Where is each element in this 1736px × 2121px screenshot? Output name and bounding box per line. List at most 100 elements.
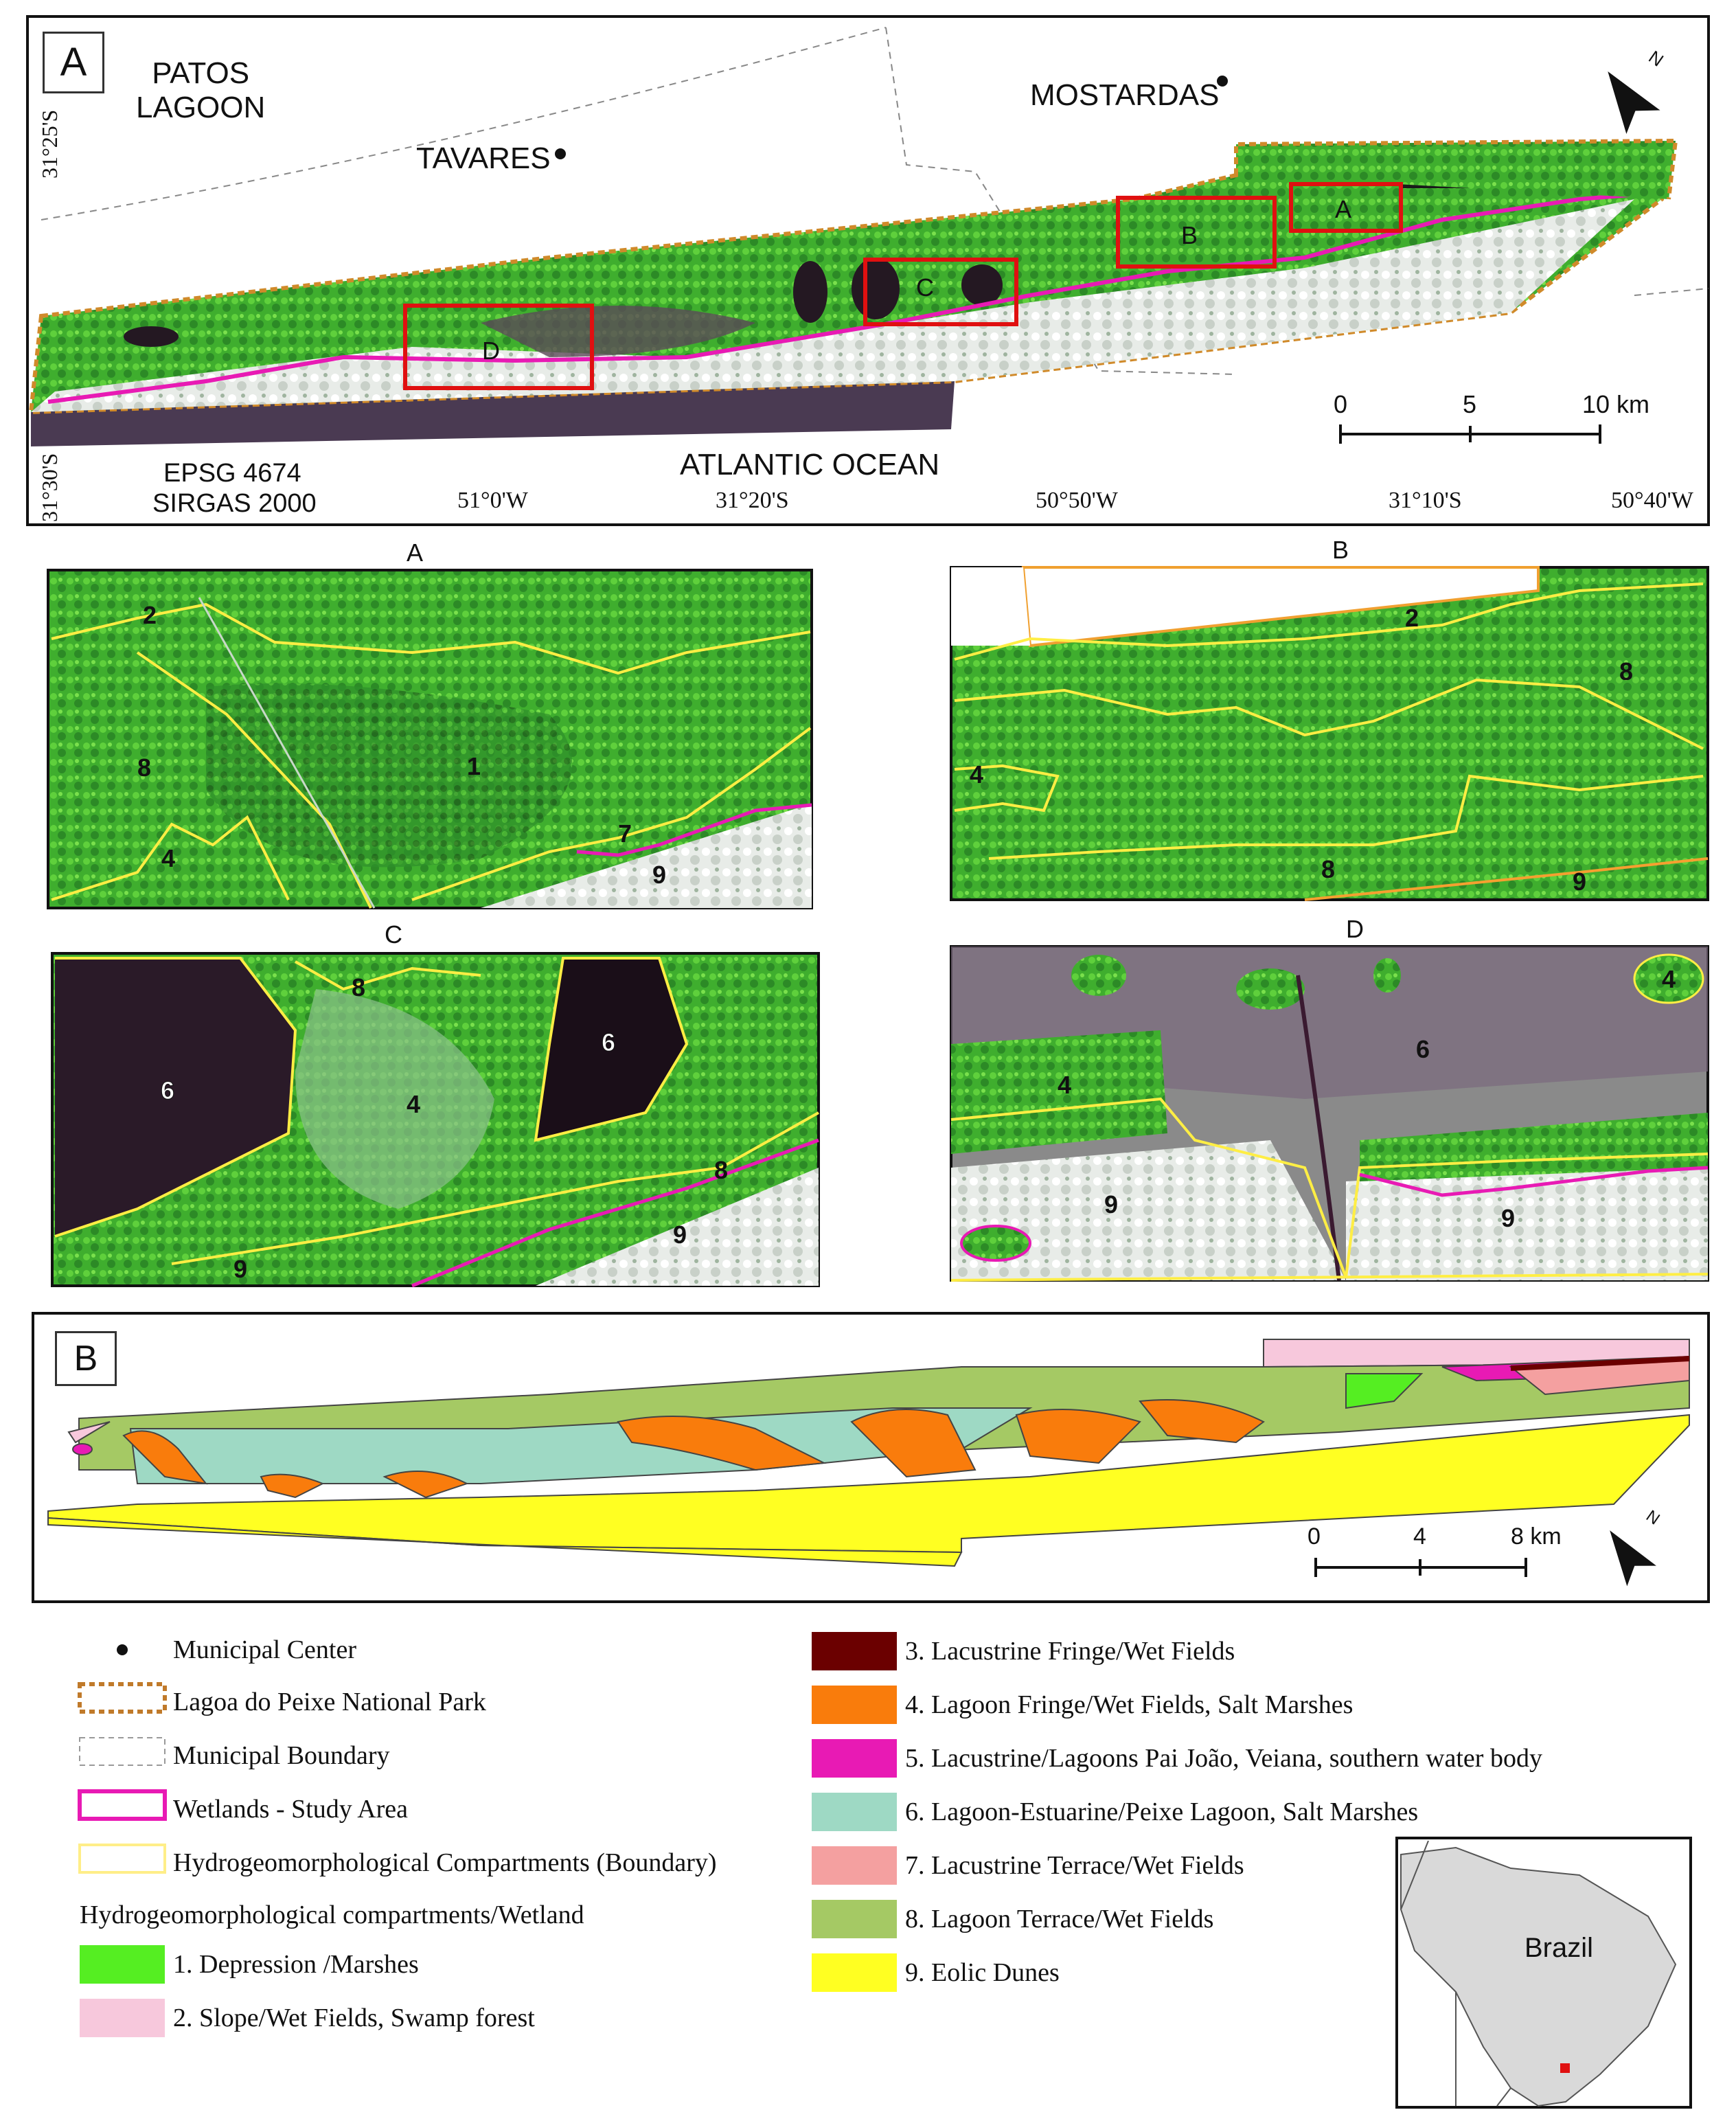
lagoon-water xyxy=(481,306,755,357)
lat-tick-left: 31°30'S xyxy=(37,453,62,522)
panel-b-letter: B xyxy=(73,1339,98,1379)
lat-tick-left: 31°25'S xyxy=(37,109,62,179)
locator-label: Brazil xyxy=(1524,1933,1594,1963)
bottom-tick: 31°20'S xyxy=(716,488,789,513)
legend-class-label: 2. Slope/Wet Fields, Swamp forest xyxy=(173,2004,535,2032)
detail-c-label: 9 xyxy=(673,1221,687,1249)
ocean-strip xyxy=(31,381,955,446)
legend-class-label: 3. Lacustrine Fringe/Wet Fields xyxy=(905,1637,1235,1666)
detail-b-label: 2 xyxy=(1405,604,1419,632)
inset-label-b: B xyxy=(1181,221,1198,249)
detail-b-label: 4 xyxy=(970,760,983,789)
place-patos-lagoon: PATOS LAGOON xyxy=(136,56,265,125)
legend-swatch xyxy=(812,1953,897,1992)
legend-class-label: 8. Lagoon Terrace/Wet Fields xyxy=(905,1905,1214,1933)
detail-title-c: C xyxy=(385,920,402,949)
inset-box-d xyxy=(403,304,594,390)
detail-d-label: 9 xyxy=(1501,1204,1515,1232)
detail-title-d: D xyxy=(1346,915,1364,943)
place-tavares: TAVARES xyxy=(416,141,551,175)
detail-b-label: 8 xyxy=(1619,657,1633,685)
legend-swatch xyxy=(812,1686,897,1724)
detail-c-label: 8 xyxy=(352,973,365,1001)
legend-compartment-boundary: Hydrogeomorphological Compartments (Boun… xyxy=(173,1848,717,1877)
overview-map-panel xyxy=(26,15,1710,526)
legend-swatch xyxy=(812,1846,897,1885)
municipal-boundary-line xyxy=(1634,288,1709,296)
detail-a-label: 7 xyxy=(618,819,632,848)
legend-class-label: 5. Lacustrine/Lagoons Pai João, Veiana, … xyxy=(905,1744,1542,1773)
legend-wetlands-symbol xyxy=(78,1789,167,1821)
legend-municipal-boundary: Municipal Boundary xyxy=(173,1741,390,1770)
detail-d-label: 4 xyxy=(1662,965,1676,993)
legend-municipal-center: Municipal Center xyxy=(173,1635,356,1664)
legend-swatch xyxy=(812,1632,897,1670)
scale-b-label: 8 km xyxy=(1511,1523,1562,1550)
crs-line2: SIRGAS 2000 xyxy=(152,489,317,518)
legend-swatch xyxy=(812,1739,897,1778)
scale-a-label: 10 km xyxy=(1582,390,1650,418)
legend-class-label: 9. Eolic Dunes xyxy=(905,1958,1060,1987)
legend-swatch xyxy=(80,1945,165,1984)
legend-municipal-boundary-symbol xyxy=(79,1737,165,1766)
legend-class-label: 7. Lacustrine Terrace/Wet Fields xyxy=(905,1851,1244,1880)
detail-a-label: 4 xyxy=(161,844,175,872)
legend-class-label: 6. Lagoon-Estuarine/Peixe Lagoon, Salt M… xyxy=(905,1797,1419,1826)
municipal-center-tavares xyxy=(555,148,566,159)
classified-map xyxy=(47,1339,1690,1567)
panel-a-letter: A xyxy=(60,40,87,84)
detail-title-a: A xyxy=(407,538,424,567)
detail-map-c: 8 6 4 6 8 9 9 xyxy=(51,952,820,1288)
inset-label-d: D xyxy=(482,337,500,365)
legend-swatch xyxy=(812,1900,897,1938)
place-lagoon: LAGOON xyxy=(136,91,266,124)
inset-box-a xyxy=(1289,182,1403,233)
place-patos: PATOS xyxy=(152,56,250,90)
north-arrow-b xyxy=(1610,1530,1656,1587)
detail-c-label: 9 xyxy=(233,1255,247,1283)
detail-d-label: 4 xyxy=(1058,1071,1071,1099)
detail-title-b: B xyxy=(1332,536,1349,564)
scale-a-label: 5 xyxy=(1463,390,1477,418)
bottom-tick: 50°50'W xyxy=(1036,488,1118,513)
locator-study-area-marker xyxy=(1560,2063,1570,2073)
detail-b-label: 9 xyxy=(1573,867,1586,896)
inset-box-c xyxy=(863,258,1018,326)
legend-section-title: Hydrogeomorphological compartments/Wetla… xyxy=(80,1901,584,1929)
detail-c-label: 4 xyxy=(407,1090,420,1118)
legend-park-symbol xyxy=(78,1682,167,1714)
legend-swatch xyxy=(80,1999,165,2037)
legend-class-label: 4. Lagoon Fringe/Wet Fields, Salt Marshe… xyxy=(905,1690,1354,1719)
legend-wetlands: Wetlands - Study Area xyxy=(173,1795,409,1824)
place-atlantic-ocean: ATLANTIC OCEAN xyxy=(680,448,940,481)
scale-b-label: 0 xyxy=(1307,1523,1321,1550)
bottom-tick: 51°0'W xyxy=(457,488,528,513)
lagoon-water xyxy=(124,326,179,347)
municipal-boundary-line xyxy=(885,27,1237,375)
panel-a-letter-box: A xyxy=(43,32,104,93)
locator-south-america xyxy=(1400,1846,1677,2107)
legend-municipal-center-symbol xyxy=(117,1644,128,1655)
legend-swatch xyxy=(812,1793,897,1831)
lagoon-water xyxy=(793,261,827,323)
detail-a-label: 8 xyxy=(137,753,151,782)
scale-a-label: 0 xyxy=(1334,390,1348,418)
municipal-center-mostardas xyxy=(1217,76,1228,87)
detail-a-label: 2 xyxy=(143,601,157,629)
inset-label-a: A xyxy=(1335,195,1352,223)
legend-compartment-boundary-symbol xyxy=(78,1844,166,1874)
panel-b-letter-box: B xyxy=(55,1331,117,1386)
place-mostardas: MOSTARDAS xyxy=(1030,78,1220,112)
detail-b-label: 8 xyxy=(1321,855,1335,883)
municipal-boundary-line xyxy=(41,27,887,220)
north-arrow-a xyxy=(1608,71,1660,134)
crs-line1: EPSG 4674 xyxy=(163,459,301,488)
legend-class-label: 1. Depression /Marshes xyxy=(173,1950,419,1979)
detail-c-label: 6 xyxy=(161,1076,174,1104)
inset-box-b xyxy=(1116,196,1277,269)
lagoon-water xyxy=(961,264,1003,306)
detail-c-label: 8 xyxy=(714,1156,728,1184)
detail-a-label: 9 xyxy=(652,861,666,889)
legend-park: Lagoa do Peixe National Park xyxy=(173,1688,486,1716)
